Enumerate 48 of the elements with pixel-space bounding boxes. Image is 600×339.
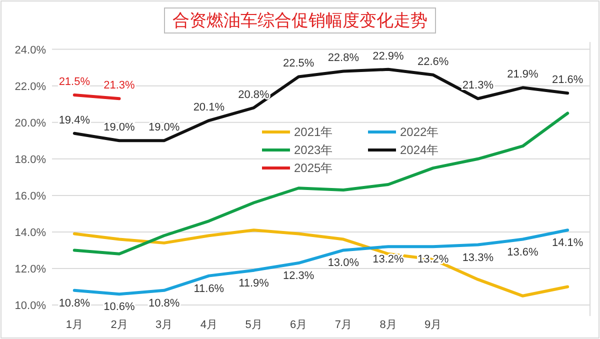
data-label: 10.6% — [104, 301, 136, 314]
data-label: 10.8% — [148, 297, 180, 310]
x-tick-label: 6月 — [290, 319, 308, 331]
y-tick-label: 12.0% — [14, 264, 46, 276]
x-tick-label: 7月 — [334, 319, 352, 331]
data-label: 11.9% — [238, 277, 270, 290]
data-label: 12.3% — [282, 270, 314, 282]
data-label: 21.3% — [462, 80, 494, 92]
data-label: 13.2% — [372, 254, 404, 266]
data-label: 20.8% — [238, 88, 270, 101]
data-label: 21.9% — [507, 68, 539, 81]
legend-label: 2022年 — [400, 125, 439, 139]
y-tick-label: 24.0% — [14, 44, 46, 56]
legend-label: 2024年 — [400, 143, 439, 157]
legend-label: 2025年 — [294, 161, 333, 175]
data-label: 21.3% — [104, 80, 136, 92]
data-label: 14.1% — [552, 237, 584, 250]
data-label: 20.1% — [193, 102, 225, 114]
y-tick-label: 22.0% — [14, 80, 46, 93]
y-tick-label: 16.0% — [14, 190, 46, 202]
legend-label: 2021年 — [294, 125, 333, 139]
data-label: 22.8% — [328, 52, 360, 64]
y-tick-label: 14.0% — [14, 226, 46, 239]
y-tick-label: 18.0% — [14, 154, 46, 166]
data-label: 22.5% — [282, 58, 314, 70]
data-label: 22.9% — [372, 50, 404, 62]
data-label: 10.8% — [58, 297, 90, 310]
legend-label: 2023年 — [294, 143, 333, 157]
data-label: 22.6% — [417, 56, 449, 68]
x-tick-label: 2月 — [110, 319, 128, 331]
data-label: 13.3% — [462, 252, 494, 264]
x-tick-label: 3月 — [156, 319, 173, 331]
chart-title: 合资燃油车综合促销幅度变化走势 — [172, 11, 428, 30]
data-label: 21.5% — [58, 76, 90, 88]
data-label: 13.0% — [328, 257, 360, 270]
x-tick-label: 5月 — [245, 319, 262, 331]
x-tick-label: 8月 — [380, 319, 397, 331]
data-label: 11.6% — [194, 282, 224, 295]
data-label: 19.0% — [104, 122, 136, 134]
data-label: 13.6% — [507, 246, 539, 258]
data-label: 19.0% — [148, 122, 180, 134]
x-tick-label: 4月 — [200, 319, 218, 331]
x-tick-label: 1月 — [66, 319, 83, 331]
x-tick-label: 9月 — [424, 319, 442, 331]
y-tick-label: 10.0% — [14, 300, 46, 312]
y-tick-label: 20.0% — [14, 117, 46, 130]
data-label: 19.4% — [58, 114, 90, 126]
data-label: 21.6% — [552, 74, 584, 86]
